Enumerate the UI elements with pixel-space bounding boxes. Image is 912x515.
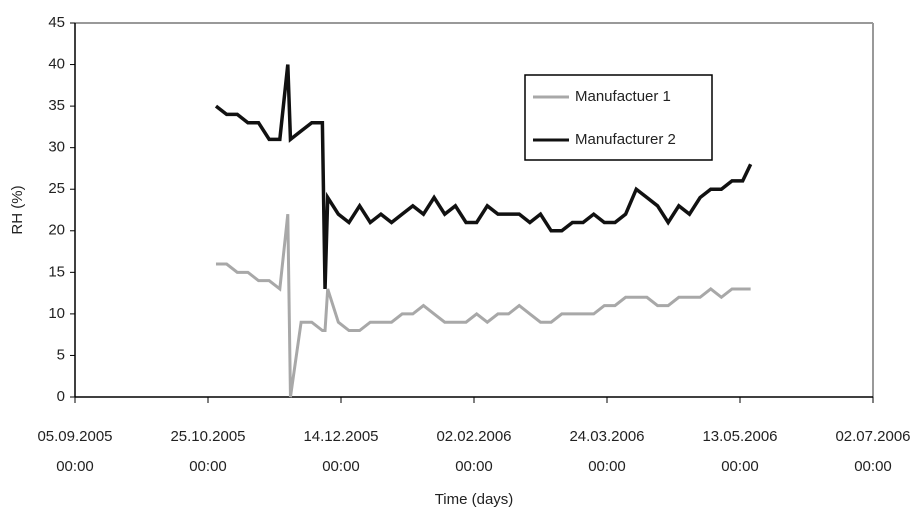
y-tick-label: 0 <box>57 388 65 405</box>
legend-box <box>524 74 713 161</box>
y-tick-label: 25 <box>48 180 65 197</box>
y-axis-title: RH (%) <box>9 185 26 234</box>
y-tick-label: 20 <box>48 222 65 239</box>
x-tick-label: 05.09.2005 00:00 <box>37 428 112 475</box>
x-tick-label: 02.02.2006 00:00 <box>436 428 511 475</box>
x-tick-label: 24.03.2006 00:00 <box>569 428 644 475</box>
y-tick-label: 10 <box>48 305 65 322</box>
y-tick-label: 45 <box>48 14 65 31</box>
legend-label: Manufactuer 1 <box>575 88 671 105</box>
x-tick-label: 13.05.2006 00:00 <box>702 428 777 475</box>
x-axis-title: Time (days) <box>435 491 514 508</box>
y-tick-label: 5 <box>57 346 65 363</box>
y-tick-label: 30 <box>48 139 65 156</box>
y-tick-label: 40 <box>48 56 65 73</box>
y-tick-label: 35 <box>48 97 65 114</box>
series-line <box>215 214 751 398</box>
x-tick-label: 14.12.2005 00:00 <box>303 428 378 475</box>
legend-label: Manufacturer 2 <box>575 131 676 148</box>
series-line <box>214 64 753 290</box>
x-tick-label: 02.07.2006 00:00 <box>835 428 910 475</box>
x-tick-label: 25.10.2005 00:00 <box>170 428 245 475</box>
y-tick-label: 15 <box>48 263 65 280</box>
